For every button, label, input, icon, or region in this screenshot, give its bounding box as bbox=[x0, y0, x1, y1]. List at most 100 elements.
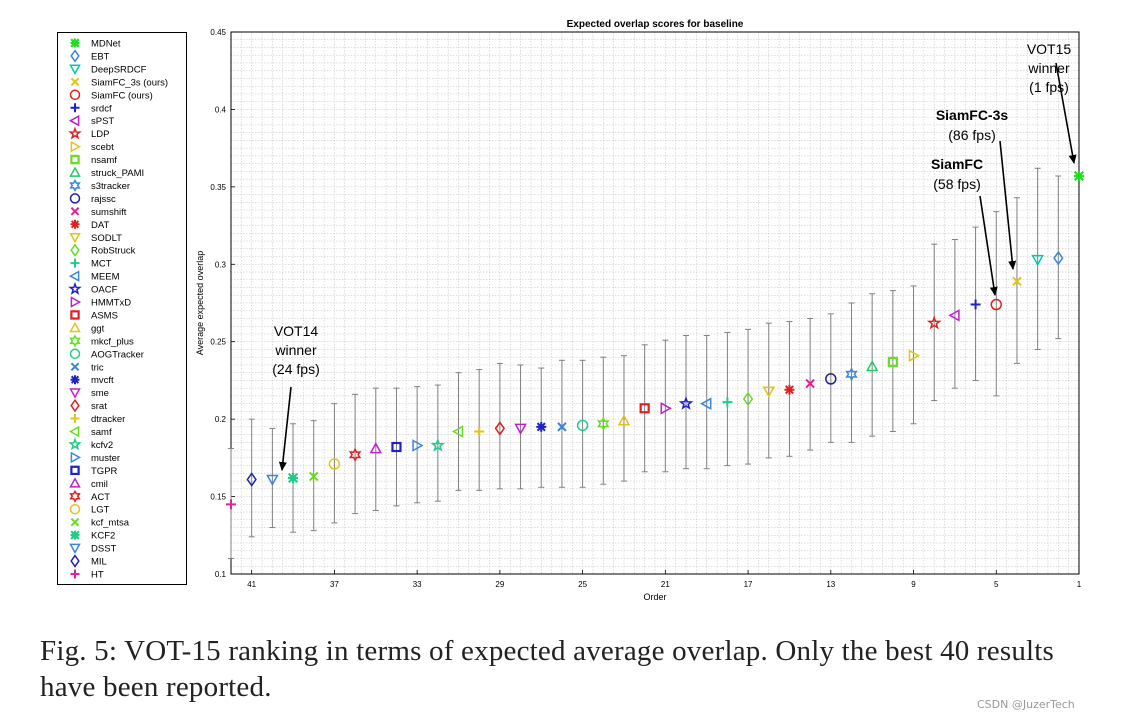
legend-entry: SiamFC (ours) bbox=[69, 89, 153, 101]
y-tick-label: 0.35 bbox=[210, 183, 226, 192]
data-point-lgt bbox=[328, 458, 341, 470]
legend-entry: SiamFC_3s (ours) bbox=[70, 77, 168, 88]
error-bar bbox=[352, 393, 359, 515]
error-bar bbox=[703, 335, 710, 470]
legend-label: SODLT bbox=[91, 233, 122, 244]
error-bar bbox=[951, 239, 958, 389]
legend-entry: muster bbox=[70, 451, 120, 464]
annotation-arrow bbox=[1055, 62, 1077, 164]
data-point-ldp bbox=[926, 315, 942, 330]
y-axis-label: Average expected overlap bbox=[195, 251, 205, 355]
legend-label: MIL bbox=[91, 557, 107, 568]
chart-area: Expected overlap scores for baseline 0.1 0… bbox=[195, 19, 1085, 602]
legend-label: SiamFC_3s (ours) bbox=[91, 77, 168, 88]
legend-label: struck_PAMI bbox=[91, 168, 144, 179]
x-tick-label: 29 bbox=[495, 580, 504, 589]
legend-entry: HMMTxD bbox=[70, 296, 131, 309]
legend-entry: ASMS bbox=[70, 310, 118, 321]
data-point-kcfv2 bbox=[430, 437, 446, 452]
legend-entry: ggt bbox=[69, 321, 105, 334]
error-bar bbox=[931, 243, 938, 402]
legend-entry: SODLT bbox=[69, 233, 122, 244]
legend-entry: mvcft bbox=[70, 375, 114, 386]
error-bar bbox=[517, 364, 524, 490]
data-point-srdcf bbox=[970, 299, 981, 310]
x-tick-label: 9 bbox=[911, 580, 916, 589]
legend-label: cmil bbox=[91, 479, 108, 490]
legend-entry: DAT bbox=[70, 219, 109, 231]
legend-label: LGT bbox=[91, 505, 110, 516]
legend-label: kcfv2 bbox=[91, 440, 113, 451]
legend-entry: HT bbox=[70, 569, 104, 580]
legend-entry: cmil bbox=[69, 477, 108, 490]
legend-entry: sPST bbox=[68, 114, 114, 127]
legend-entry: RobStruck bbox=[70, 243, 136, 257]
legend-entry: OACF bbox=[68, 281, 118, 296]
legend-entry: srat bbox=[70, 398, 107, 413]
y-tick-label: 0.1 bbox=[215, 570, 227, 579]
legend-label: DSST bbox=[91, 544, 117, 555]
legend-label: s3tracker bbox=[91, 181, 130, 192]
x-tick-label: 5 bbox=[994, 580, 999, 589]
x-tick-label: 13 bbox=[826, 580, 835, 589]
error-bar bbox=[393, 387, 400, 507]
data-point-tric bbox=[557, 422, 567, 432]
plot-frame bbox=[230, 31, 1080, 575]
legend-entry: LGT bbox=[69, 503, 110, 516]
legend-entry: tric bbox=[70, 362, 104, 373]
data-point-tgpr bbox=[391, 441, 402, 453]
annotation-text: SiamFC bbox=[931, 156, 983, 172]
data-point-srat bbox=[494, 421, 506, 436]
annotation-arrow bbox=[278, 386, 292, 471]
y-tick-label: 0.25 bbox=[210, 338, 226, 347]
x-tick-label: 1 bbox=[1077, 580, 1082, 589]
x-tick-label: 17 bbox=[744, 580, 753, 589]
legend-entry: MCT bbox=[70, 259, 112, 270]
legend-entry: srdcf bbox=[70, 103, 112, 114]
legend-entry: MEEM bbox=[68, 270, 120, 283]
annotation-text: VOT15 bbox=[1027, 41, 1072, 57]
data-point-mil bbox=[246, 472, 257, 487]
legend-entry: samf bbox=[68, 425, 112, 438]
legend-entry: AOGTracker bbox=[69, 348, 144, 360]
legend: MDNet EBT DeepSRDCF SiamFC_3s (ours) SiamFC … bbox=[57, 32, 187, 585]
legend-entry: MDNet bbox=[70, 38, 121, 50]
data-point-mct bbox=[722, 397, 733, 408]
data-point-cmil bbox=[369, 442, 383, 454]
annotation-text: VOT14 bbox=[274, 323, 319, 339]
error-bar bbox=[414, 386, 421, 504]
legend-entry: mkcf_plus bbox=[69, 334, 134, 348]
error-bar bbox=[455, 372, 462, 491]
data-point-ebt bbox=[1053, 250, 1064, 266]
data-point-struck-pami bbox=[865, 359, 879, 372]
legend-label: HMMTxD bbox=[91, 298, 131, 309]
data-point-robstruck bbox=[742, 391, 754, 407]
legend-label: ACT bbox=[91, 492, 110, 503]
data-point-mdnet bbox=[1073, 170, 1085, 182]
annotation-text: (58 fps) bbox=[933, 176, 980, 192]
error-bar bbox=[889, 290, 896, 433]
data-point-sodlt bbox=[762, 386, 776, 398]
legend-entry: MIL bbox=[70, 554, 107, 568]
legend-label: AOGTracker bbox=[91, 349, 144, 360]
legend-label: SiamFC (ours) bbox=[91, 90, 153, 101]
error-bar bbox=[827, 313, 834, 443]
annotation-text: winner bbox=[274, 342, 317, 358]
legend-label: scebt bbox=[91, 142, 114, 153]
data-point-ht bbox=[226, 499, 236, 510]
legend-entry: nsamf bbox=[70, 154, 117, 166]
y-tick-label: 0.3 bbox=[215, 260, 227, 269]
x-tick-label: 25 bbox=[578, 580, 587, 589]
data-point-siamfc-3s-ours- bbox=[1012, 276, 1022, 287]
data-point-deepsrdcf bbox=[1031, 254, 1044, 267]
legend-label: TGPR bbox=[91, 466, 118, 477]
y-tick-label: 0.15 bbox=[210, 493, 226, 502]
legend-label: nsamf bbox=[91, 155, 117, 166]
data-point-aogtracker bbox=[576, 419, 589, 432]
legend-label: ASMS bbox=[91, 310, 118, 321]
error-bar bbox=[600, 356, 607, 485]
data-point-rajssc bbox=[825, 373, 837, 385]
x-tick-label: 41 bbox=[247, 580, 256, 589]
y-tick-label: 0.45 bbox=[210, 28, 226, 37]
